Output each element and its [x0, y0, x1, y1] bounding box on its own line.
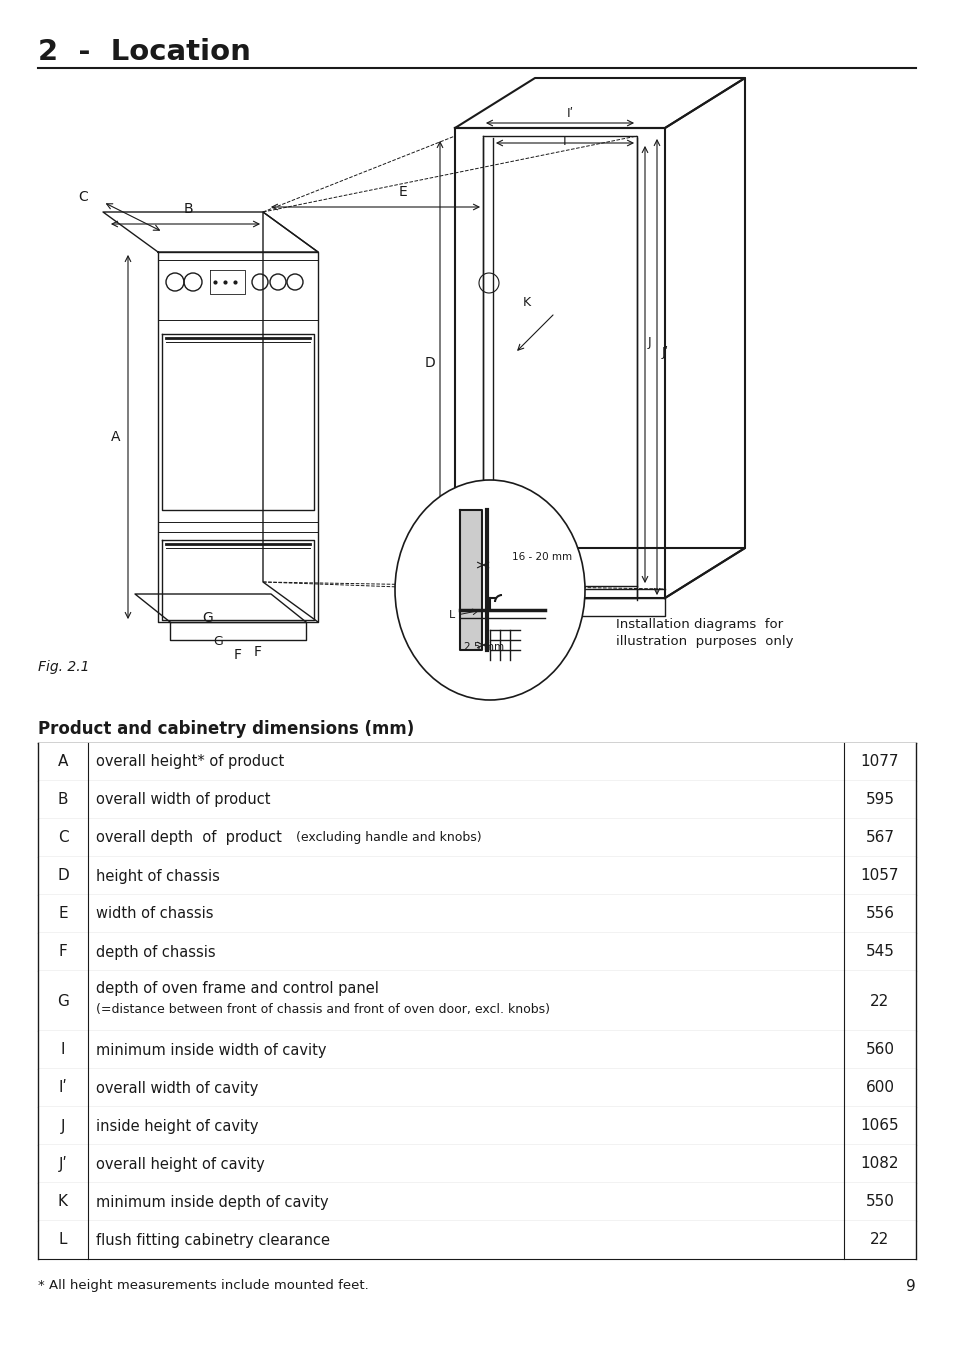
Text: 1065: 1065 — [860, 1118, 899, 1133]
Text: overall depth  of  product: overall depth of product — [96, 830, 281, 845]
Text: 22: 22 — [869, 994, 889, 1009]
Text: A: A — [111, 431, 120, 444]
Text: G: G — [57, 994, 69, 1009]
Text: G: G — [202, 611, 213, 626]
Text: inside height of cavity: inside height of cavity — [96, 1118, 258, 1133]
Text: minimum inside width of cavity: minimum inside width of cavity — [96, 1043, 326, 1057]
Text: Iʹ: Iʹ — [566, 107, 573, 121]
Text: (excluding handle and knobs): (excluding handle and knobs) — [292, 831, 481, 845]
Text: 550: 550 — [864, 1194, 894, 1209]
Bar — [38, 933, 915, 971]
Text: B: B — [58, 792, 69, 807]
Bar — [38, 971, 915, 1030]
Text: B: B — [183, 202, 193, 217]
Text: 9: 9 — [905, 1280, 915, 1294]
Text: Iʹ: Iʹ — [58, 1080, 68, 1095]
Bar — [38, 1030, 915, 1070]
Text: G: G — [213, 635, 223, 649]
Text: D: D — [57, 868, 69, 884]
Text: 2.5 mm: 2.5 mm — [464, 642, 504, 653]
Text: 22: 22 — [869, 1232, 889, 1247]
Text: K: K — [58, 1194, 68, 1209]
Bar — [38, 1108, 915, 1145]
Text: J: J — [61, 1118, 65, 1133]
Text: overall height of cavity: overall height of cavity — [96, 1156, 265, 1171]
Text: height of chassis: height of chassis — [96, 868, 219, 884]
Text: * All height measurements include mounted feet.: * All height measurements include mounte… — [38, 1280, 369, 1292]
Bar — [38, 895, 915, 933]
Text: K: K — [522, 297, 531, 310]
Text: L: L — [448, 611, 455, 620]
Text: 560: 560 — [864, 1043, 894, 1057]
Text: Fig. 2.1: Fig. 2.1 — [38, 659, 90, 674]
Text: E: E — [58, 906, 68, 922]
Text: I: I — [61, 1043, 65, 1057]
Bar — [38, 1183, 915, 1221]
Bar — [38, 857, 915, 895]
Text: Jʹ: Jʹ — [58, 1156, 68, 1173]
Text: E: E — [398, 185, 407, 199]
Text: D: D — [424, 356, 435, 370]
Text: 567: 567 — [864, 830, 894, 845]
Text: 595: 595 — [864, 792, 894, 807]
Bar — [38, 1145, 915, 1183]
Text: A: A — [58, 754, 68, 769]
Text: 16 - 20 mm: 16 - 20 mm — [512, 552, 572, 562]
Bar — [459, 510, 481, 650]
Text: minimum inside depth of cavity: minimum inside depth of cavity — [96, 1194, 328, 1209]
Text: 1082: 1082 — [860, 1156, 899, 1171]
Text: overall width of product: overall width of product — [96, 792, 271, 807]
Text: F: F — [58, 945, 68, 960]
Bar — [38, 743, 915, 781]
Text: I: I — [562, 135, 566, 148]
Text: C: C — [57, 830, 69, 845]
Text: J: J — [647, 337, 651, 349]
Text: F: F — [253, 645, 262, 659]
Text: 1057: 1057 — [860, 868, 899, 884]
Text: 1077: 1077 — [860, 754, 899, 769]
Bar — [38, 1070, 915, 1108]
Text: overall height* of product: overall height* of product — [96, 754, 284, 769]
Text: 545: 545 — [864, 945, 894, 960]
Text: C: C — [78, 190, 88, 204]
Text: 600: 600 — [864, 1080, 894, 1095]
Bar — [38, 781, 915, 819]
Text: L: L — [59, 1232, 67, 1247]
Bar — [38, 819, 915, 857]
Ellipse shape — [395, 481, 584, 700]
Text: depth of oven frame and control panel: depth of oven frame and control panel — [96, 982, 378, 997]
Text: Installation diagrams  for
illustration  purposes  only: Installation diagrams for illustration p… — [616, 617, 793, 649]
Text: (=distance between front of chassis and front of oven door, excl. knobs): (=distance between front of chassis and … — [96, 1003, 550, 1016]
Text: depth of chassis: depth of chassis — [96, 945, 215, 960]
Text: overall width of cavity: overall width of cavity — [96, 1080, 258, 1095]
Text: width of chassis: width of chassis — [96, 906, 213, 922]
Text: L: L — [506, 532, 513, 544]
Text: 556: 556 — [864, 906, 894, 922]
Text: Product and cabinetry dimensions (mm): Product and cabinetry dimensions (mm) — [38, 720, 414, 738]
Text: 2  -  Location: 2 - Location — [38, 38, 251, 66]
Text: flush fitting cabinetry clearance: flush fitting cabinetry clearance — [96, 1232, 330, 1247]
Bar — [38, 1221, 915, 1259]
Text: Jʹ: Jʹ — [661, 347, 668, 360]
Text: F: F — [233, 649, 242, 662]
